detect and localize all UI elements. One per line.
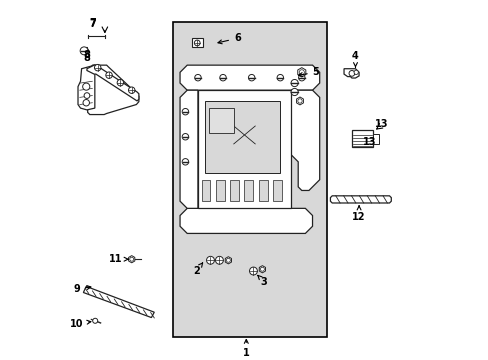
Bar [201,180,210,201]
Circle shape [297,99,302,103]
Text: 12: 12 [352,206,365,222]
Circle shape [84,93,90,98]
Circle shape [353,70,358,75]
Polygon shape [330,196,390,203]
Polygon shape [273,90,319,208]
Bar [244,180,253,201]
Polygon shape [297,68,305,77]
Bar [273,180,282,201]
Polygon shape [296,97,303,105]
Polygon shape [204,101,280,172]
Polygon shape [180,90,198,208]
Circle shape [260,267,264,271]
Circle shape [82,83,90,90]
Circle shape [93,318,98,323]
Circle shape [194,40,200,46]
Bar [351,130,373,148]
Text: 9: 9 [73,284,91,294]
Circle shape [226,258,230,262]
Text: 13: 13 [362,137,376,147]
Text: 7: 7 [89,19,96,29]
Text: 10: 10 [69,319,91,329]
Circle shape [298,75,305,81]
Polygon shape [208,108,233,133]
Circle shape [182,159,188,165]
Text: 1: 1 [243,339,249,358]
Circle shape [249,267,257,275]
Circle shape [194,75,201,81]
Circle shape [105,72,112,78]
Polygon shape [180,208,312,233]
Circle shape [215,256,223,264]
Polygon shape [344,69,358,78]
Circle shape [182,108,188,115]
Polygon shape [128,256,135,263]
Circle shape [248,75,254,81]
Circle shape [290,89,298,95]
Bar [258,180,267,201]
Circle shape [128,87,135,94]
Polygon shape [225,257,231,264]
Circle shape [83,99,89,106]
Circle shape [299,70,304,75]
Polygon shape [78,65,95,110]
Circle shape [219,75,226,81]
Text: 2: 2 [192,263,202,276]
Text: 3: 3 [257,275,267,287]
Bar [191,38,203,47]
Bar [373,134,378,144]
Polygon shape [83,287,154,318]
Bar [215,180,224,201]
Circle shape [182,134,188,140]
Circle shape [290,80,298,87]
Polygon shape [198,90,290,208]
Polygon shape [259,266,265,273]
Text: 11: 11 [109,254,128,264]
Circle shape [129,257,133,261]
Polygon shape [87,65,139,114]
Text: 13: 13 [374,119,387,129]
Circle shape [348,71,354,76]
Text: 6: 6 [218,33,240,44]
Circle shape [94,64,101,71]
Text: 7: 7 [89,18,96,28]
Text: 8: 8 [83,53,90,63]
Text: 8: 8 [83,50,90,60]
Polygon shape [87,65,139,101]
Bar [173,22,326,337]
Circle shape [117,80,123,86]
Text: 4: 4 [351,51,358,67]
Polygon shape [180,65,319,90]
Circle shape [277,75,283,81]
Text: 5: 5 [298,67,319,77]
Circle shape [206,256,214,264]
Circle shape [80,47,88,55]
Bar [230,180,239,201]
